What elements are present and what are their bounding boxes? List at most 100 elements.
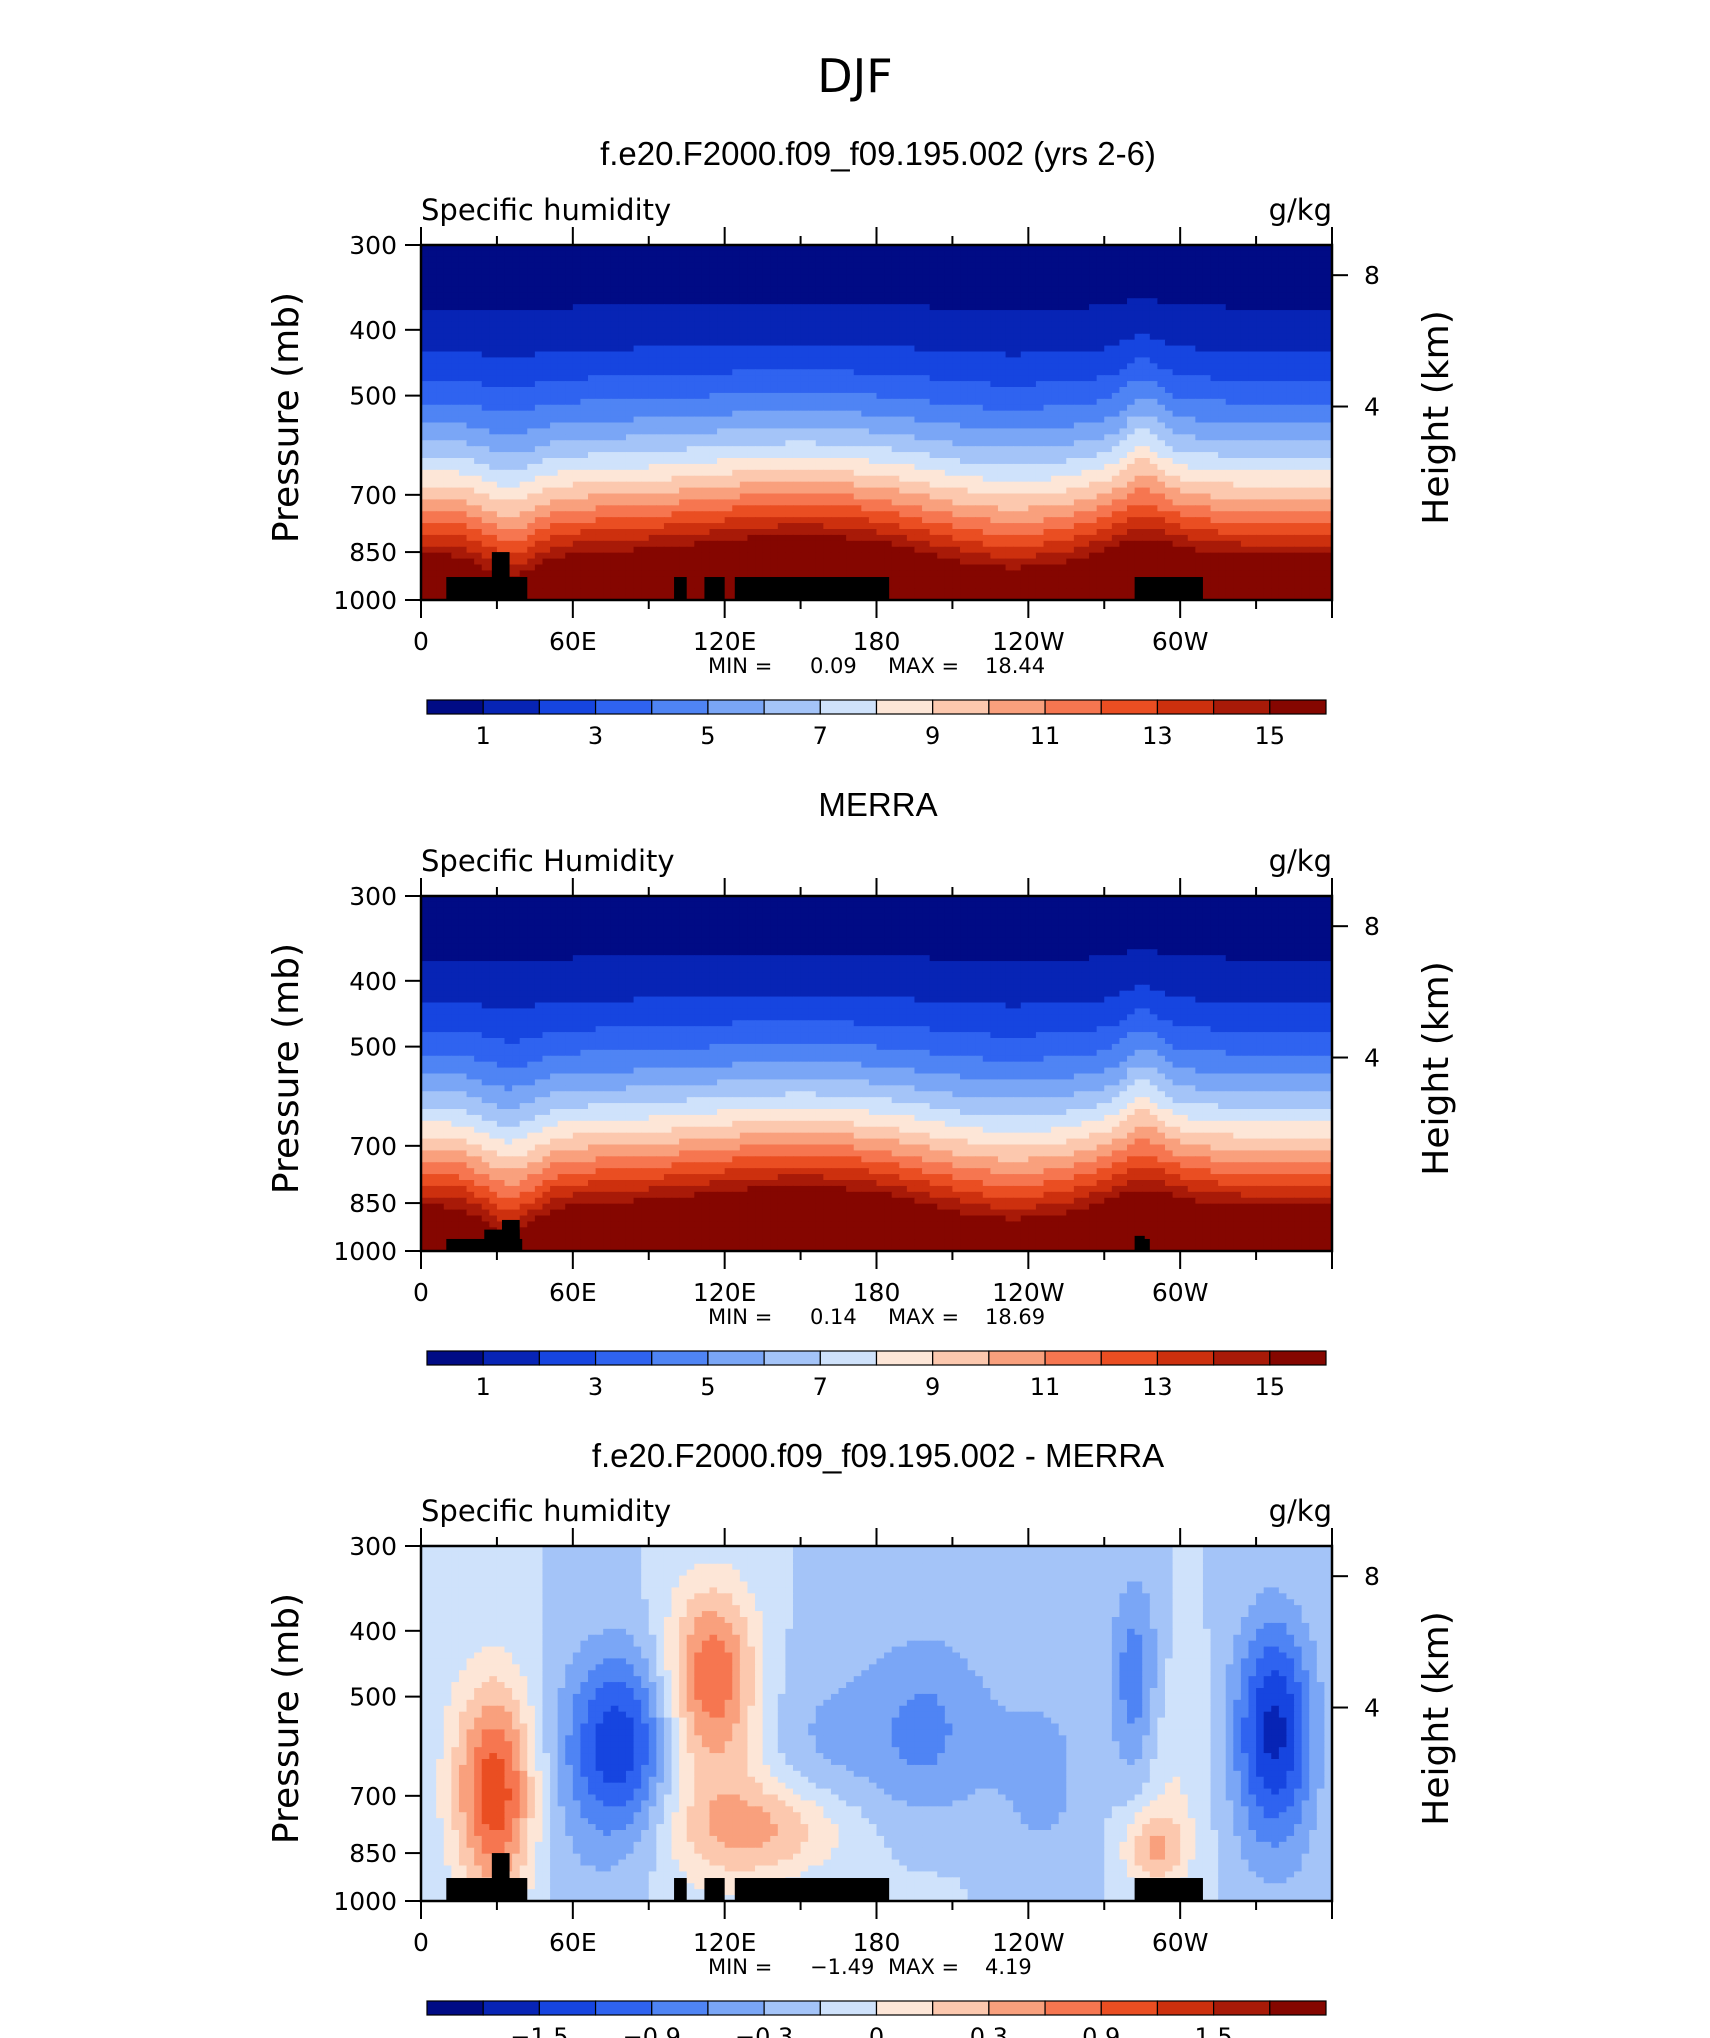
colorbar: 1 3 5 7 9 11 13 15 bbox=[426, 1350, 1327, 1401]
units-label: g/kg bbox=[1269, 844, 1332, 878]
max-value: 18.44 bbox=[985, 654, 1045, 678]
colorbar-swatch bbox=[1213, 2000, 1271, 2016]
colorbar-swatch bbox=[426, 699, 484, 715]
colorbar-swatch bbox=[819, 2000, 878, 2016]
y2-axis-label: Height (km) bbox=[1416, 961, 1457, 1175]
max-label: MAX = bbox=[888, 1955, 959, 1979]
colorbar-swatch bbox=[594, 699, 653, 715]
x-tick-label: 120W bbox=[992, 627, 1064, 656]
colorbar-label: 7 bbox=[813, 722, 828, 750]
min-label: MIN = bbox=[708, 1955, 772, 1979]
max-label: MAX = bbox=[888, 1305, 959, 1329]
colorbar: 1 3 5 7 9 11 13 15 bbox=[426, 699, 1327, 750]
max-value: 4.19 bbox=[985, 1955, 1032, 1979]
colorbar-swatch bbox=[1269, 699, 1327, 715]
colorbar: −1.5 −0.9 −0.3 0 0.3 0.9 1.5 bbox=[426, 2000, 1327, 2038]
max-label: MAX = bbox=[888, 654, 959, 678]
x-tick-label: 120E bbox=[693, 1278, 757, 1307]
x-tick-label: 120E bbox=[693, 627, 757, 656]
y-tick-label: 1000 bbox=[333, 1237, 397, 1266]
figure-title: DJF bbox=[817, 49, 892, 103]
y-axis-label: Pressure (mb) bbox=[266, 292, 307, 543]
colorbar-swatch bbox=[1100, 1350, 1159, 1366]
y2-axis-label: Height (km) bbox=[1416, 310, 1457, 524]
y-tick-label: 400 bbox=[349, 316, 397, 345]
colorbar-label: −0.3 bbox=[735, 2023, 793, 2038]
contour-field bbox=[421, 245, 1333, 601]
colorbar-swatch bbox=[1269, 1350, 1327, 1366]
contour-field bbox=[421, 896, 1333, 1252]
colorbar-label: 15 bbox=[1255, 722, 1286, 750]
colorbar-swatch bbox=[482, 1350, 540, 1366]
colorbar-swatch bbox=[875, 699, 934, 715]
x-tick-label: 60E bbox=[549, 1278, 597, 1307]
colorbar-label: 11 bbox=[1030, 722, 1061, 750]
colorbar-swatch bbox=[1213, 699, 1271, 715]
colorbar-swatch bbox=[1044, 1350, 1102, 1366]
variable-label: Specific humidity bbox=[421, 193, 671, 227]
y-tick-label: 400 bbox=[349, 967, 397, 996]
colorbar-label: 0.3 bbox=[970, 2023, 1008, 2038]
x-tick-label: 60W bbox=[1152, 1928, 1209, 1957]
min-value: −1.49 bbox=[810, 1955, 874, 1979]
y-tick-label: 300 bbox=[349, 231, 397, 260]
colorbar-swatch bbox=[1100, 699, 1159, 715]
y-tick-label: 700 bbox=[349, 1782, 397, 1811]
x-tick-label: 180 bbox=[853, 1928, 901, 1957]
y2-tick-label: 4 bbox=[1364, 393, 1380, 422]
y2-tick-label: 4 bbox=[1364, 1694, 1380, 1723]
panel-title: MERRA bbox=[818, 786, 937, 823]
variable-label: Specific humidity bbox=[421, 1494, 671, 1528]
y-axis-label: Pressure (mb) bbox=[266, 1593, 307, 1844]
contour-field bbox=[421, 1546, 1333, 1902]
x-tick-label: 0 bbox=[413, 1928, 429, 1957]
colorbar-swatch bbox=[932, 1350, 990, 1366]
colorbar-swatch bbox=[538, 699, 597, 715]
colorbar-swatch bbox=[651, 2000, 709, 2016]
colorbar-label: 5 bbox=[700, 1373, 715, 1401]
colorbar-label: 1 bbox=[476, 1373, 491, 1401]
y-tick-label: 500 bbox=[349, 382, 397, 411]
topography-mask bbox=[446, 1219, 1150, 1251]
y2-axis-label: Height (km) bbox=[1416, 1611, 1457, 1825]
colorbar-swatch bbox=[707, 2000, 765, 2016]
units-label: g/kg bbox=[1269, 1494, 1332, 1528]
y2-tick-label: 8 bbox=[1364, 912, 1380, 941]
colorbar-label: 5 bbox=[700, 722, 715, 750]
x-tick-label: 60W bbox=[1152, 627, 1209, 656]
colorbar-swatch bbox=[1100, 2000, 1159, 2016]
colorbar-label: 3 bbox=[588, 722, 603, 750]
panel-merra: MERRA Specific Humidity g/kg 0 60E 120E 180 120… bbox=[266, 786, 1457, 1401]
colorbar-swatch bbox=[594, 2000, 653, 2016]
colorbar-label: 1.5 bbox=[1195, 2023, 1233, 2038]
topography-mask bbox=[446, 1853, 1203, 1901]
x-tick-label: 120W bbox=[992, 1928, 1064, 1957]
x-tick-label: 120W bbox=[992, 1278, 1064, 1307]
y-tick-label: 300 bbox=[349, 882, 397, 911]
colorbar-swatch bbox=[538, 1350, 597, 1366]
colorbar-swatch bbox=[1269, 2000, 1327, 2016]
y-tick-label: 400 bbox=[349, 1617, 397, 1646]
units-label: g/kg bbox=[1269, 193, 1332, 227]
colorbar-label: 3 bbox=[588, 1373, 603, 1401]
panel-title: f.e20.F2000.f09_f09.195.002 (yrs 2-6) bbox=[600, 135, 1156, 172]
y-tick-label: 1000 bbox=[333, 586, 397, 615]
y-tick-label: 700 bbox=[349, 481, 397, 510]
colorbar-swatch bbox=[763, 699, 821, 715]
colorbar-label: 13 bbox=[1142, 1373, 1173, 1401]
colorbar-swatch bbox=[594, 1350, 653, 1366]
colorbar-swatch bbox=[1044, 2000, 1102, 2016]
colorbar-label: 9 bbox=[925, 722, 940, 750]
colorbar-swatch bbox=[538, 2000, 597, 2016]
colorbar-label: 0.9 bbox=[1082, 2023, 1120, 2038]
colorbar-label: 11 bbox=[1030, 1373, 1061, 1401]
colorbar-swatch bbox=[1156, 2000, 1215, 2016]
colorbar-label: 1 bbox=[476, 722, 491, 750]
colorbar-label: 15 bbox=[1255, 1373, 1286, 1401]
y-tick-label: 300 bbox=[349, 1532, 397, 1561]
colorbar-swatch bbox=[1044, 699, 1102, 715]
y2-tick-label: 4 bbox=[1364, 1044, 1380, 1073]
colorbar-swatch bbox=[819, 699, 878, 715]
y-tick-label: 500 bbox=[349, 1033, 397, 1062]
